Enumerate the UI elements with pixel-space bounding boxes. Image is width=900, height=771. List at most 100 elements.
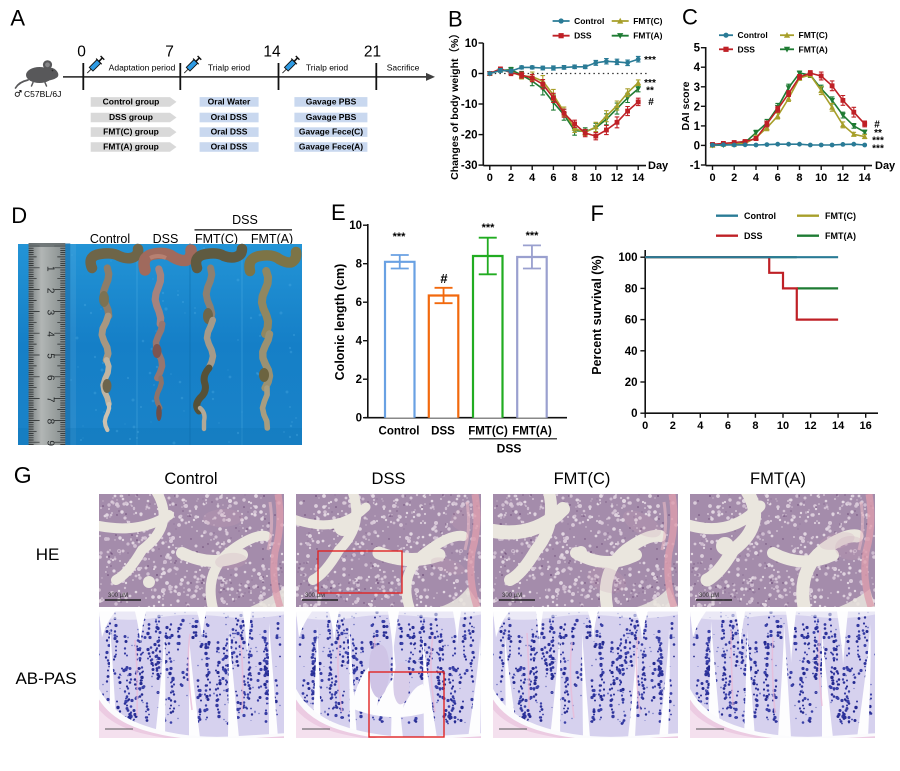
svg-text:80: 80 [625, 283, 638, 295]
svg-text:Colonic length (cm): Colonic length (cm) [333, 264, 347, 381]
svg-text:DSS: DSS [744, 231, 763, 241]
svg-text:6: 6 [45, 375, 56, 381]
svg-text:4: 4 [753, 172, 760, 184]
svg-text:DSS: DSS [497, 442, 522, 456]
svg-text:7: 7 [165, 44, 174, 61]
svg-text:0: 0 [471, 69, 477, 81]
svg-text:0: 0 [694, 140, 700, 152]
svg-text:Control: Control [738, 30, 768, 40]
svg-text:***: *** [482, 222, 496, 234]
svg-text:DSS: DSS [574, 31, 592, 41]
svg-text:**: ** [646, 86, 654, 97]
svg-text:Oral DSS: Oral DSS [211, 142, 248, 152]
svg-text:Oral DSS: Oral DSS [211, 127, 248, 137]
svg-text:2: 2 [670, 420, 676, 432]
svg-text:0: 0 [631, 408, 637, 420]
svg-text:60: 60 [625, 315, 638, 327]
svg-text:***: *** [872, 136, 884, 147]
svg-text:FMT(C): FMT(C) [554, 470, 611, 488]
svg-text:10: 10 [777, 420, 789, 432]
svg-text:***: *** [393, 231, 407, 243]
svg-text:8: 8 [796, 172, 802, 184]
svg-text:2: 2 [731, 172, 737, 184]
svg-text:FMT(A): FMT(A) [799, 44, 828, 54]
svg-text:HE: HE [36, 545, 60, 564]
svg-text:Control: Control [379, 426, 420, 438]
svg-text:9: 9 [45, 440, 56, 446]
svg-text:***: *** [644, 55, 656, 66]
svg-text:#: # [440, 271, 448, 286]
svg-text:7: 7 [45, 397, 56, 403]
svg-text:G: G [14, 462, 32, 488]
svg-text:16: 16 [860, 420, 872, 432]
svg-text:6: 6 [356, 297, 362, 309]
svg-text:Control: Control [164, 470, 217, 488]
svg-text:4: 4 [356, 336, 363, 348]
svg-text:Gavage Fece(C): Gavage Fece(C) [299, 127, 363, 137]
svg-text:0: 0 [487, 172, 493, 184]
svg-text:FMT(A): FMT(A) [750, 470, 806, 488]
svg-text:E: E [331, 200, 346, 225]
svg-text:D: D [11, 203, 27, 228]
svg-text:DSS: DSS [232, 213, 258, 227]
svg-text:6: 6 [550, 172, 556, 184]
svg-text:14: 14 [832, 420, 845, 432]
svg-text:DSS: DSS [738, 44, 756, 54]
svg-text:12: 12 [611, 172, 623, 184]
svg-text:Day: Day [648, 160, 669, 172]
svg-text:21: 21 [364, 44, 381, 61]
svg-text:4: 4 [697, 420, 704, 432]
svg-text:8: 8 [356, 259, 363, 271]
svg-text:14: 14 [632, 172, 645, 184]
svg-text:10: 10 [465, 38, 478, 50]
svg-text:3: 3 [694, 82, 700, 94]
svg-text:12: 12 [804, 420, 816, 432]
svg-text:#: # [874, 120, 880, 131]
svg-text:FMT(C): FMT(C) [633, 16, 662, 26]
svg-text:5: 5 [45, 353, 56, 359]
svg-text:Percent survival (%): Percent survival (%) [590, 255, 604, 375]
svg-text:6: 6 [775, 172, 781, 184]
svg-text:1: 1 [45, 266, 56, 272]
svg-text:FMT(A) group: FMT(A) group [103, 142, 159, 152]
svg-text:100: 100 [618, 252, 637, 264]
svg-text:DAI score: DAI score [680, 81, 692, 130]
svg-text:F: F [591, 201, 604, 226]
svg-text:Control: Control [90, 232, 130, 246]
svg-text:4: 4 [529, 172, 536, 184]
svg-text:FMT(A): FMT(A) [251, 232, 293, 246]
svg-text:4: 4 [694, 62, 701, 74]
svg-text:4: 4 [45, 331, 56, 337]
svg-text:AB-PAS: AB-PAS [15, 669, 76, 688]
svg-text:300 μM: 300 μM [108, 593, 128, 599]
svg-text:2: 2 [694, 101, 700, 113]
svg-text:C57BL/6J: C57BL/6J [24, 89, 61, 99]
svg-text:12: 12 [837, 172, 849, 184]
svg-text:FMT(C) group: FMT(C) group [103, 127, 159, 137]
svg-text:14: 14 [859, 172, 872, 184]
svg-text:Sacrifice: Sacrifice [387, 63, 420, 73]
svg-text:***: *** [872, 144, 884, 155]
svg-text:300 μM: 300 μM [305, 593, 325, 599]
svg-text:DSS: DSS [372, 470, 406, 488]
svg-text:1: 1 [694, 121, 701, 133]
svg-text:Trialp eriod: Trialp eriod [306, 63, 348, 73]
svg-text:Gavage PBS: Gavage PBS [306, 97, 357, 107]
svg-text:10: 10 [349, 220, 362, 232]
svg-text:0: 0 [356, 413, 362, 425]
svg-text:-20: -20 [461, 130, 478, 142]
svg-text:Gavage PBS: Gavage PBS [306, 112, 357, 122]
svg-text:FMT(C): FMT(C) [195, 232, 238, 246]
svg-text:10: 10 [590, 172, 602, 184]
svg-text:B: B [448, 7, 463, 32]
svg-text:0: 0 [77, 44, 86, 61]
svg-text:DSS group: DSS group [109, 112, 153, 122]
svg-text:FMT(A): FMT(A) [825, 231, 856, 241]
svg-text:10: 10 [815, 172, 827, 184]
svg-text:***: *** [644, 78, 656, 89]
svg-text:Day: Day [875, 160, 896, 172]
svg-text:-1: -1 [690, 160, 701, 172]
svg-text:Control group: Control group [103, 97, 160, 107]
svg-text:8: 8 [572, 172, 578, 184]
svg-text:Control: Control [574, 16, 604, 26]
